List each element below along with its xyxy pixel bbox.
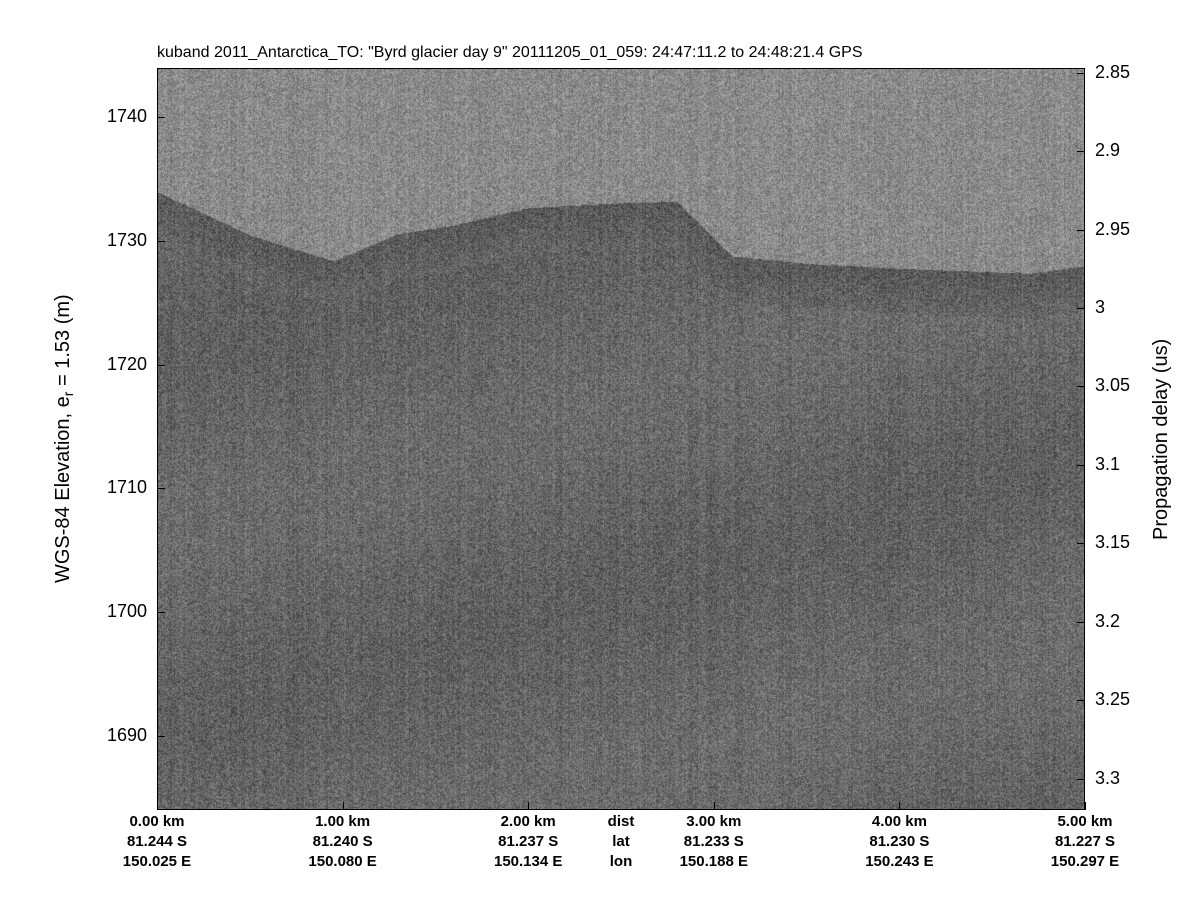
right-tick-label: 2.9 [1095, 140, 1120, 161]
left-axis-label-text: WGS-84 Elevation, e [52, 397, 74, 584]
left-tick-mark [157, 365, 165, 366]
left-tick-label: 1730 [97, 230, 147, 251]
x-label-lon: 150.243 E [839, 852, 959, 872]
right-tick-mark [1077, 386, 1085, 387]
x-label-dist: 5.00 km [1025, 812, 1145, 832]
right-tick-mark [1077, 622, 1085, 623]
right-tick-mark [1077, 465, 1085, 466]
left-tick-mark [157, 241, 165, 242]
right-tick-label: 3.1 [1095, 454, 1120, 475]
x-tick-mark [157, 802, 158, 810]
right-tick-label: 3.3 [1095, 768, 1120, 789]
x-label-lat: 81.227 S [1025, 832, 1145, 852]
x-label-lat: 81.240 S [283, 832, 403, 852]
x-label-dist: 0.00 km [97, 812, 217, 832]
x-row-name-lat: lat [561, 832, 681, 852]
left-tick-mark [157, 736, 165, 737]
left-tick-label: 1700 [97, 601, 147, 622]
chart-title: kuband 2011_Antarctica_TO: "Byrd glacier… [157, 44, 863, 62]
right-tick-mark [1077, 543, 1085, 544]
x-label-lon: 150.025 E [97, 852, 217, 872]
x-label-lat: 81.230 S [839, 832, 959, 852]
x-label-lon: 150.080 E [283, 852, 403, 872]
left-tick-mark [157, 612, 165, 613]
right-tick-mark [1077, 779, 1085, 780]
x-label-lon: 150.297 E [1025, 852, 1145, 872]
right-tick-label: 3 [1095, 297, 1105, 318]
right-tick-mark [1077, 73, 1085, 74]
right-tick-label: 2.85 [1095, 62, 1130, 83]
left-tick-label: 1710 [97, 477, 147, 498]
left-tick-label: 1690 [97, 725, 147, 746]
right-tick-label: 2.95 [1095, 219, 1130, 240]
right-tick-label: 3.05 [1095, 375, 1130, 396]
x-label-dist: 4.00 km [839, 812, 959, 832]
left-tick-mark [157, 488, 165, 489]
x-tick-mark [528, 802, 529, 810]
left-tick-mark [157, 117, 165, 118]
x-tick-mark [1085, 802, 1086, 810]
left-axis-label: WGS-84 Elevation, er = 1.53 (m) [52, 279, 78, 599]
right-tick-label: 3.2 [1095, 611, 1120, 632]
right-tick-mark [1077, 151, 1085, 152]
x-row-name-dist: dist [561, 812, 681, 832]
left-tick-label: 1740 [97, 106, 147, 127]
left-tick-label: 1720 [97, 354, 147, 375]
plot-area [157, 68, 1085, 810]
x-label-lat: 81.244 S [97, 832, 217, 852]
right-tick-mark [1077, 230, 1085, 231]
right-axis-label: Propagation delay (us) [1150, 279, 1176, 599]
left-axis-label-sub: r [60, 392, 76, 397]
x-tick-mark [714, 802, 715, 810]
right-tick-label: 3.25 [1095, 689, 1130, 710]
x-row-name-lon: lon [561, 852, 681, 872]
left-axis-label-suffix: = 1.53 (m) [52, 295, 74, 392]
right-tick-label: 3.15 [1095, 532, 1130, 553]
x-tick-mark [899, 802, 900, 810]
right-tick-mark [1077, 700, 1085, 701]
x-label-dist: 1.00 km [283, 812, 403, 832]
x-tick-mark [343, 802, 344, 810]
right-tick-mark [1077, 308, 1085, 309]
